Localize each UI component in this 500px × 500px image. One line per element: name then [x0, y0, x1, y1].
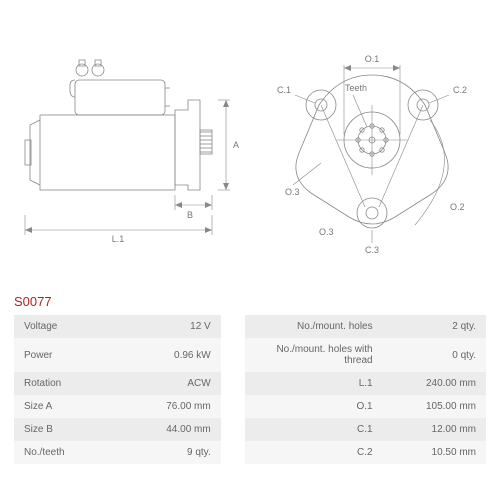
spec-gap	[221, 372, 245, 395]
spec-label: Power	[14, 338, 117, 372]
dim-c1-label: C.1	[277, 85, 291, 95]
spec-value: 12 V	[117, 315, 220, 338]
spec-value: ACW	[117, 372, 220, 395]
dim-c3-label: C.3	[365, 245, 379, 255]
spec-value: 105.00 mm	[383, 395, 486, 418]
part-number: S0077	[0, 290, 500, 315]
spec-value: 12.00 mm	[383, 418, 486, 441]
spec-gap	[221, 395, 245, 418]
spec-table: Voltage12 VNo./mount. holes2 qty.Power0.…	[14, 315, 486, 464]
spec-value: 9 qty.	[117, 441, 220, 464]
dim-b-label: B	[187, 210, 193, 220]
spec-label: L.1	[245, 372, 383, 395]
spec-gap	[221, 338, 245, 372]
spec-value: 240.00 mm	[383, 372, 486, 395]
spec-label: Size B	[14, 418, 117, 441]
spec-label: C.1	[245, 418, 383, 441]
dim-c2-label: C.2	[453, 85, 467, 95]
spec-value: 2 qty.	[383, 315, 486, 338]
spec-label: O.1	[245, 395, 383, 418]
spec-value: 0.96 kW	[117, 338, 220, 372]
spec-row: No./teeth9 qty. C.210.50 mm	[14, 441, 486, 464]
front-view-drawing: O.1 C.1 C.2 Teeth O.3 O.3	[265, 35, 480, 265]
spec-row: Power0.96 kW No./mount. holes with thread…	[14, 338, 486, 372]
spec-value: 10.50 mm	[383, 441, 486, 464]
spec-gap	[221, 315, 245, 338]
spec-label: Rotation	[14, 372, 117, 395]
spec-label: Voltage	[14, 315, 117, 338]
spec-row: Size A76.00 mm O.1105.00 mm	[14, 395, 486, 418]
dim-o3b-label: O.3	[319, 227, 334, 237]
spec-label: No./teeth	[14, 441, 117, 464]
spec-value: 0 qty.	[383, 338, 486, 372]
spec-value: 76.00 mm	[117, 395, 220, 418]
spec-label: C.2	[245, 441, 383, 464]
dim-o3-label: O.3	[285, 187, 300, 197]
dim-a-label: A	[233, 140, 239, 150]
spec-label: No./mount. holes with thread	[245, 338, 383, 372]
spec-row: RotationACW L.1240.00 mm	[14, 372, 486, 395]
spec-label: Size A	[14, 395, 117, 418]
spec-value: 44.00 mm	[117, 418, 220, 441]
spec-row: Voltage12 V No./mount. holes2 qty.	[14, 315, 486, 338]
spec-label: No./mount. holes	[245, 315, 383, 338]
spec-gap	[221, 441, 245, 464]
side-view-drawing: A B L.1	[20, 40, 245, 260]
teeth-label: Teeth	[345, 83, 367, 93]
diagram-area: A B L.1	[0, 0, 500, 290]
spec-gap	[221, 418, 245, 441]
dim-o2-label: O.2	[450, 202, 465, 212]
dim-o1-label: O.1	[365, 54, 380, 64]
dim-l1-label: L.1	[112, 234, 125, 244]
spec-row: Size B44.00 mm C.112.00 mm	[14, 418, 486, 441]
